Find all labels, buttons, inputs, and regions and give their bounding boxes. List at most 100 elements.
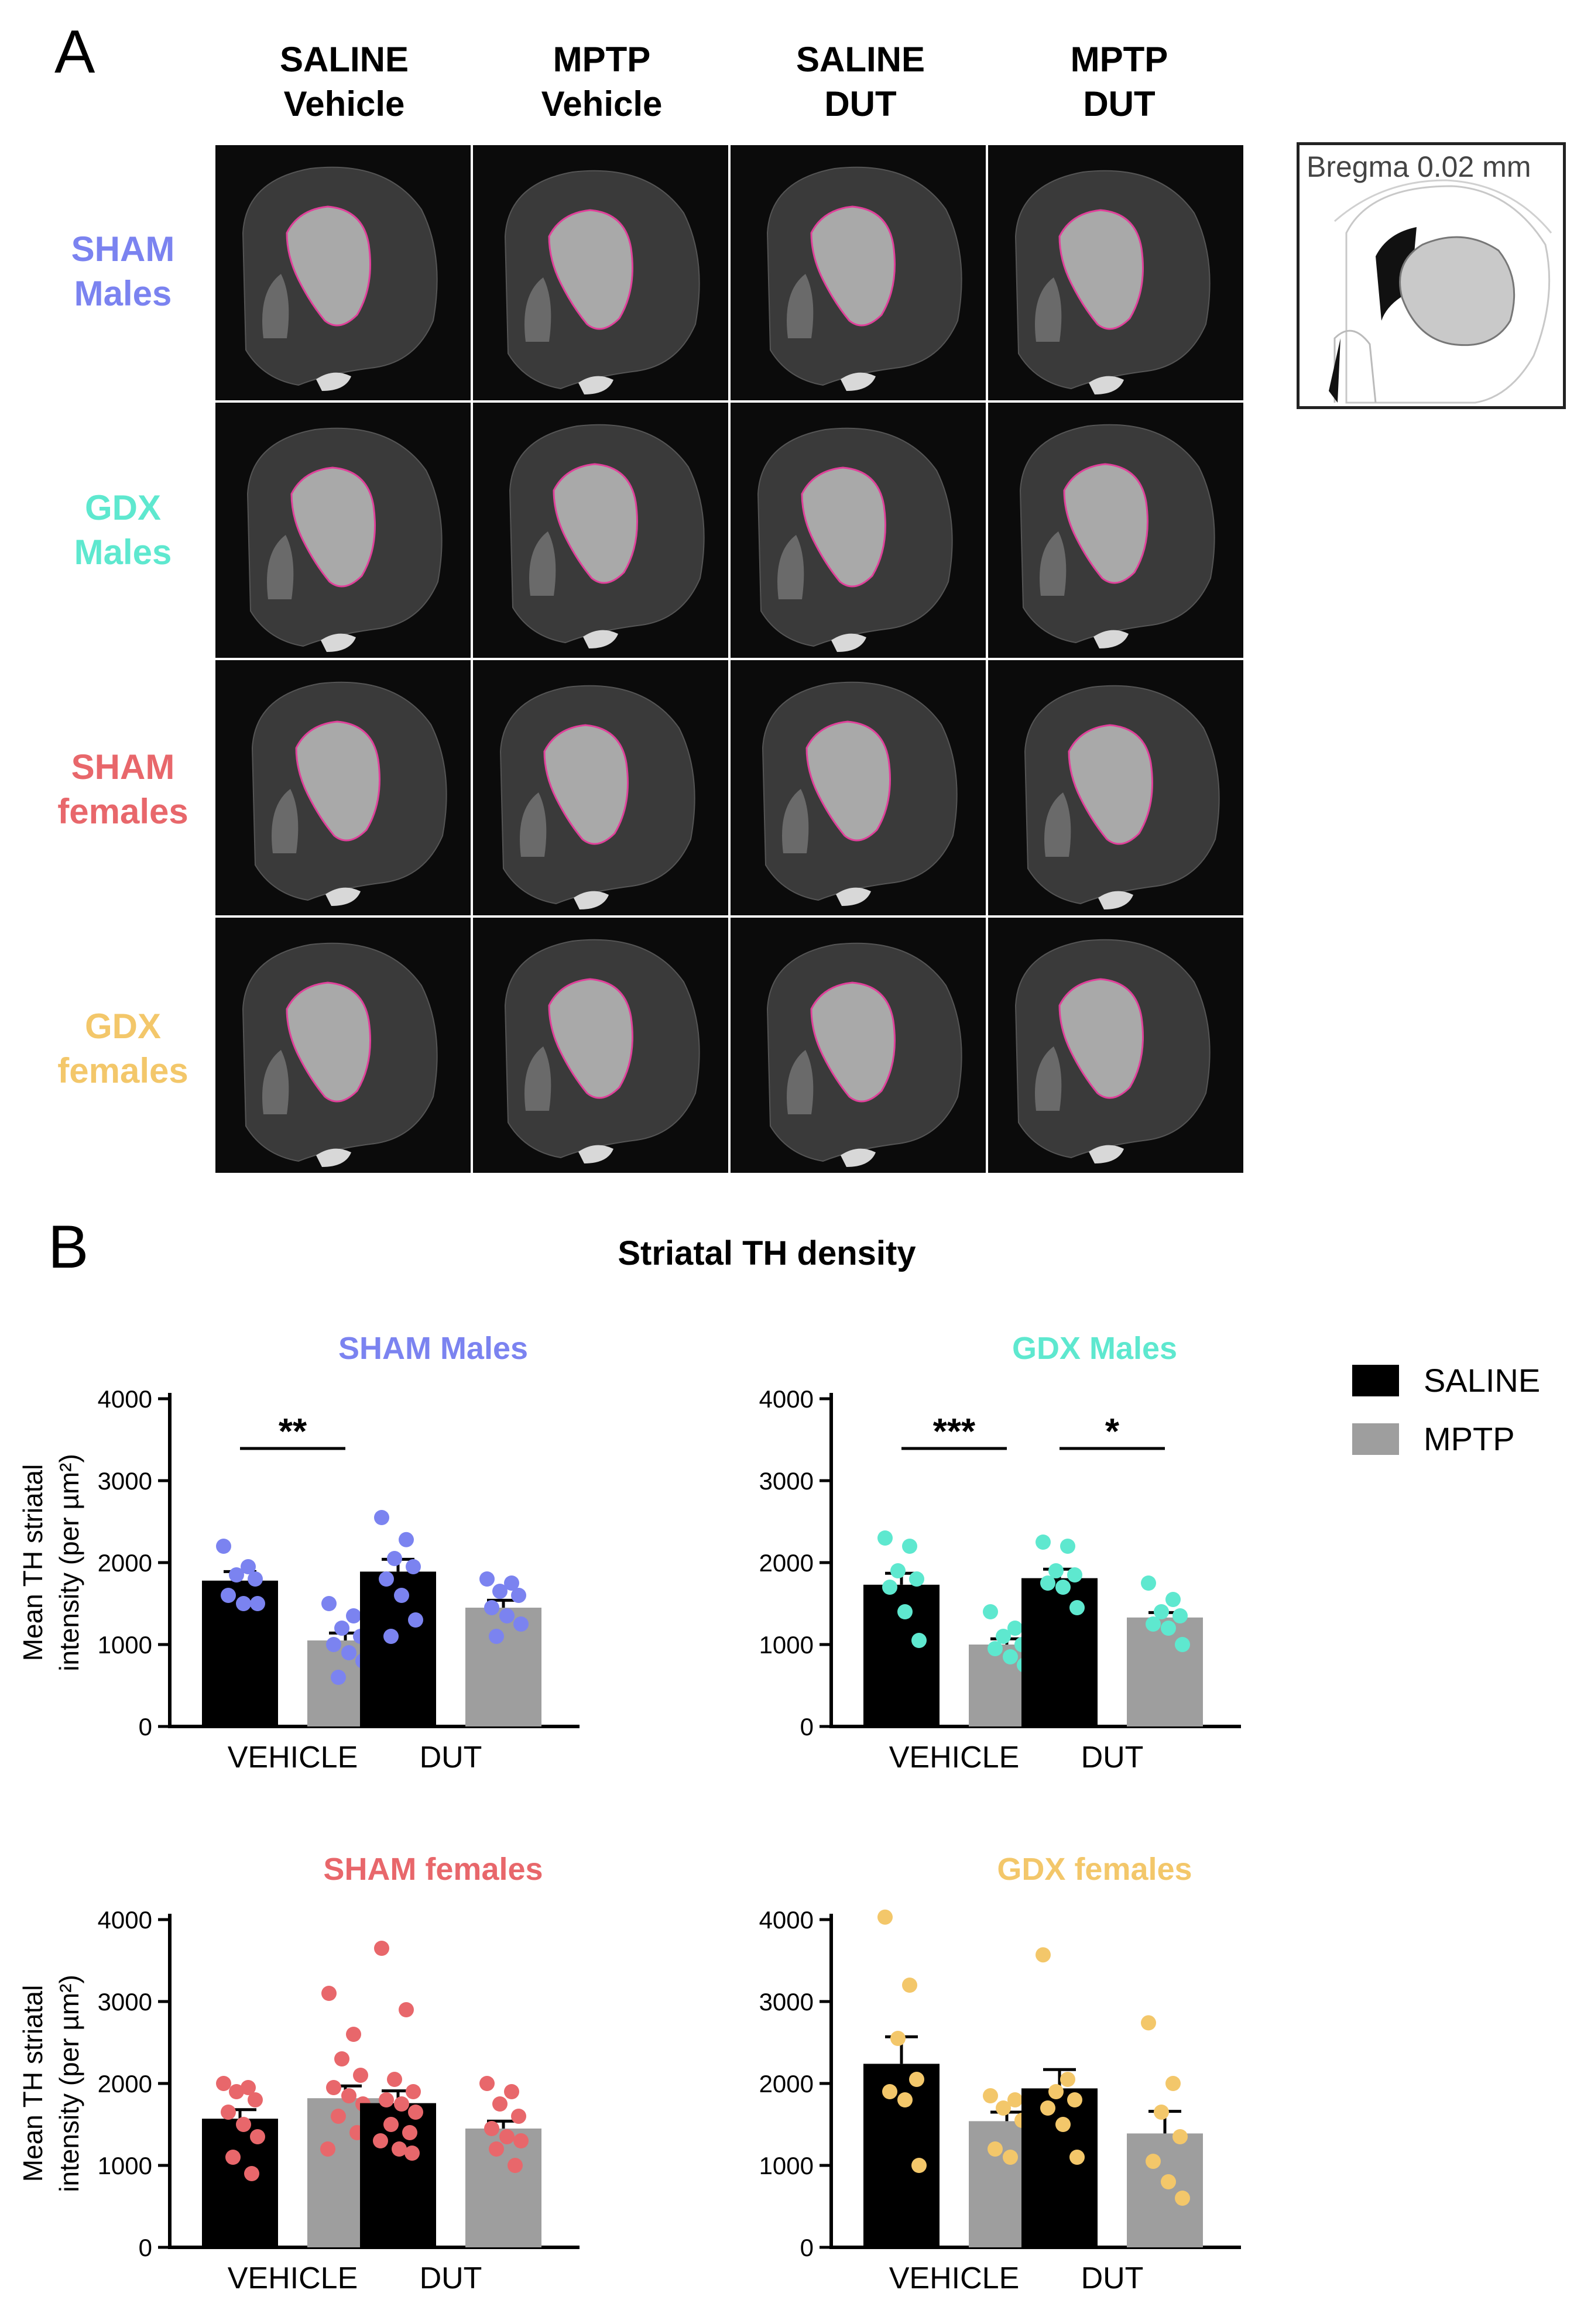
data-point [983,2088,998,2103]
data-point [353,2068,368,2083]
data-point [1146,1616,1161,1632]
brain-tissue-bright [1035,277,1062,342]
bar-saline [1021,1578,1098,1726]
row-header-line2: females [57,792,188,831]
y-tick-label: 3000 [98,1988,152,2016]
data-point [882,2084,897,2099]
chart-sham-females-svg: SHAM females Mean TH striatal intensity (p… [18,1852,580,2295]
brain-section-grid [215,145,1249,1181]
data-point [394,2096,409,2112]
bregma-label: Bregma 0.02 mm [1307,150,1531,183]
row-header-line2: Males [74,533,172,572]
brain-tissue-bright [787,274,814,338]
data-point [1055,1580,1071,1595]
data-point [1165,1592,1181,1607]
striatum-outline [553,463,638,584]
brain-section-svg [1014,170,1211,394]
data-point [374,1510,389,1525]
column-header-line1: SALINE [796,40,925,79]
striatum-outline [548,209,633,330]
y-tick-label: 4000 [759,1385,814,1413]
row-header-gdx-males: GDX Males [20,486,225,575]
data-point [326,2080,341,2095]
bar-saline [863,2064,940,2247]
data-point [346,2027,361,2042]
chart-title: GDX females [997,1852,1192,1887]
bar-mptp [465,1608,541,1726]
brain-tissue-bright [841,372,876,391]
chart-sham-males: SHAM Males Mean TH striatal intensity (per… [0,1323,644,1782]
legend-label-saline: SALINE [1424,1362,1541,1399]
brain-section-image [988,145,1243,400]
brain-section-svg [242,166,438,391]
data-point [216,2076,231,2091]
data-point [402,2125,417,2140]
panel-b-title: Striatal TH density [618,1234,916,1272]
brain-section-image [215,403,471,658]
striatum-outline [1058,978,1144,1099]
data-point [331,2109,346,2124]
data-point [513,2133,529,2148]
brain-section-image [215,145,471,400]
data-point [911,1633,927,1648]
column-header-mptp-vehicle: MPTP Vehicle [473,37,731,126]
data-point [1007,1621,1023,1636]
data-point [479,2076,495,2091]
y-axis-label: intensity (per µm²) [54,1975,84,2192]
brain-tissue-bright [316,372,351,391]
brain-section-image [473,660,728,915]
data-point [1161,1621,1176,1636]
data-point [499,1608,515,1623]
data-point [241,2080,256,2095]
data-point [229,2084,244,2099]
data-point [1055,2117,1071,2132]
y-tick-label: 0 [800,1713,814,1741]
data-point [216,1539,231,1554]
data-point [221,1588,236,1603]
brain-section-svg [242,942,438,1167]
x-category-label: DUT [1081,1741,1144,1774]
y-tick-label: 2000 [759,1549,814,1577]
brain-tissue-bright [841,1148,876,1167]
y-tick-label: 2000 [759,2070,814,2098]
data-point [1161,2174,1176,2189]
data-point [1003,2150,1018,2165]
significance-label: * [1105,1412,1120,1452]
data-point [1172,2129,1188,2144]
chart-gdx-males: GDX Males 0 1000 2000 3000 4000 VEHICLE DUT *** * [661,1323,1305,1782]
data-point [379,2092,394,2107]
brain-section-svg [251,681,447,906]
chart-title: SHAM Males [338,1331,528,1366]
data-point [1040,2100,1055,2116]
data-point [511,2109,526,2124]
brain-section-image [988,918,1243,1173]
data-point [244,2166,259,2181]
brain-section-svg [1014,939,1211,1163]
x-category-label: DUT [1081,2261,1144,2295]
row-header-line1: GDX [84,1007,162,1046]
column-header-line1: SALINE [279,40,409,79]
brain-tissue-bright [316,1148,351,1167]
data-point [341,2088,356,2103]
data-point [379,1571,394,1587]
bregma-atlas-inset: Bregma 0.02 mm [1297,142,1566,409]
significance-label: *** [933,1412,976,1452]
striatum-outline [1068,724,1153,845]
y-axis-label: Mean TH striatal [18,1985,48,2182]
brain-section-svg [1024,685,1220,909]
x-category-label: VEHICLE [228,1741,358,1774]
y-tick-label: 1000 [98,1631,152,1659]
bar-mptp [1127,2133,1203,2247]
data-point [1040,1575,1055,1591]
brain-section-image [731,660,986,915]
brain-section-svg [766,942,962,1167]
data-point [399,2002,414,2017]
data-point [499,2129,515,2144]
y-axis-label: intensity (per µm²) [54,1454,84,1671]
data-point [484,2121,499,2136]
row-header-line2: Males [74,274,172,313]
brain-tissue-bright [321,633,356,652]
data-point [250,2129,265,2144]
data-point [882,1580,897,1595]
